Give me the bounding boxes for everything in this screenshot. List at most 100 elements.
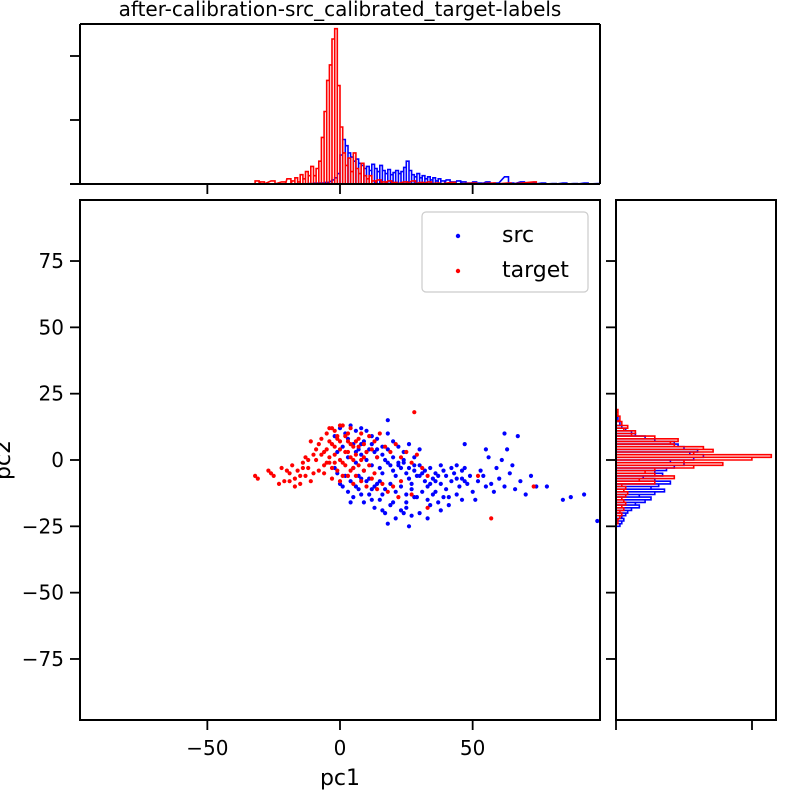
point-src bbox=[345, 489, 351, 494]
y-tick-label: −50 bbox=[22, 581, 64, 605]
point-target bbox=[329, 465, 335, 471]
point-target bbox=[332, 444, 337, 449]
point-target bbox=[337, 423, 343, 428]
point-src bbox=[351, 495, 356, 500]
point-target bbox=[284, 468, 289, 473]
point-src bbox=[499, 457, 504, 463]
point-src bbox=[388, 503, 393, 508]
point-src bbox=[457, 484, 462, 489]
point-src bbox=[441, 495, 446, 500]
point-target bbox=[316, 468, 321, 473]
point-target bbox=[404, 449, 409, 455]
point-target bbox=[351, 444, 356, 449]
point-target bbox=[348, 455, 353, 460]
point-src bbox=[483, 484, 488, 489]
x-tick-label: 50 bbox=[460, 736, 485, 760]
point-target bbox=[311, 452, 316, 457]
point-target bbox=[412, 410, 417, 415]
point-src bbox=[412, 495, 417, 500]
point-src bbox=[385, 521, 390, 526]
point-src bbox=[380, 471, 385, 476]
point-target bbox=[348, 442, 353, 447]
point-src bbox=[372, 484, 377, 489]
x-axis-label: pc1 bbox=[320, 766, 360, 791]
point-target bbox=[322, 471, 327, 476]
y-tick-label: 50 bbox=[39, 315, 64, 339]
point-target bbox=[359, 431, 364, 436]
point-target bbox=[353, 452, 358, 457]
x-tick-label: −50 bbox=[186, 736, 228, 760]
point-src bbox=[422, 479, 427, 484]
point-src bbox=[473, 497, 478, 502]
right-histogram-series bbox=[616, 408, 773, 528]
point-src bbox=[393, 473, 398, 478]
point-src bbox=[459, 476, 465, 481]
point-src bbox=[425, 516, 430, 521]
point-target bbox=[388, 449, 393, 455]
point-src bbox=[385, 431, 390, 436]
point-target bbox=[271, 473, 276, 478]
point-src bbox=[396, 460, 401, 465]
point-target bbox=[324, 460, 329, 465]
point-src bbox=[377, 465, 382, 471]
point-target bbox=[385, 489, 390, 494]
point-src bbox=[364, 457, 369, 463]
point-target bbox=[295, 468, 300, 473]
top-histogram-series bbox=[254, 27, 600, 184]
point-src bbox=[369, 497, 374, 502]
point-src bbox=[438, 481, 443, 486]
point-target bbox=[351, 457, 356, 463]
chart-title: after-calibration-src_calibrated_target-… bbox=[119, 0, 562, 21]
point-src bbox=[444, 487, 449, 492]
point-src bbox=[380, 492, 385, 497]
point-target bbox=[316, 442, 321, 447]
point-target bbox=[292, 484, 297, 489]
point-target bbox=[337, 479, 343, 484]
point-src bbox=[417, 473, 422, 478]
point-src bbox=[428, 481, 433, 486]
point-src bbox=[393, 489, 398, 494]
point-target bbox=[337, 457, 343, 463]
point-src bbox=[372, 449, 377, 455]
y-tick-label: 25 bbox=[39, 382, 64, 406]
point-src bbox=[425, 497, 430, 502]
point-target bbox=[300, 465, 305, 471]
point-target bbox=[372, 471, 377, 476]
point-src bbox=[438, 463, 443, 468]
point-src bbox=[433, 479, 438, 484]
point-target bbox=[356, 444, 361, 449]
point-target bbox=[287, 479, 292, 484]
point-src bbox=[372, 505, 377, 510]
point-target bbox=[314, 447, 319, 452]
point-src bbox=[420, 489, 425, 494]
point-target bbox=[287, 471, 292, 476]
point-src bbox=[462, 442, 467, 447]
point-target bbox=[311, 471, 316, 476]
point-target bbox=[398, 455, 404, 460]
point-target bbox=[308, 439, 313, 444]
point-src bbox=[417, 510, 422, 516]
point-src bbox=[369, 487, 374, 492]
y-tick-label: 75 bbox=[39, 249, 64, 273]
point-src bbox=[385, 447, 390, 452]
point-target bbox=[353, 473, 358, 478]
point-src bbox=[428, 503, 433, 508]
point-target bbox=[356, 436, 361, 441]
point-target bbox=[367, 463, 372, 468]
point-target bbox=[393, 442, 398, 447]
point-src bbox=[422, 468, 427, 473]
point-src bbox=[446, 495, 451, 500]
point-target bbox=[253, 473, 258, 478]
point-target bbox=[290, 463, 295, 468]
point-target bbox=[361, 468, 366, 473]
point-target bbox=[348, 468, 353, 473]
point-target bbox=[332, 452, 337, 457]
point-src bbox=[375, 481, 380, 486]
point-src bbox=[391, 439, 396, 444]
point-src bbox=[404, 505, 409, 510]
point-target bbox=[306, 465, 311, 471]
point-src bbox=[340, 484, 345, 489]
point-src bbox=[436, 473, 441, 478]
point-src bbox=[348, 500, 353, 505]
point-src bbox=[481, 473, 486, 478]
